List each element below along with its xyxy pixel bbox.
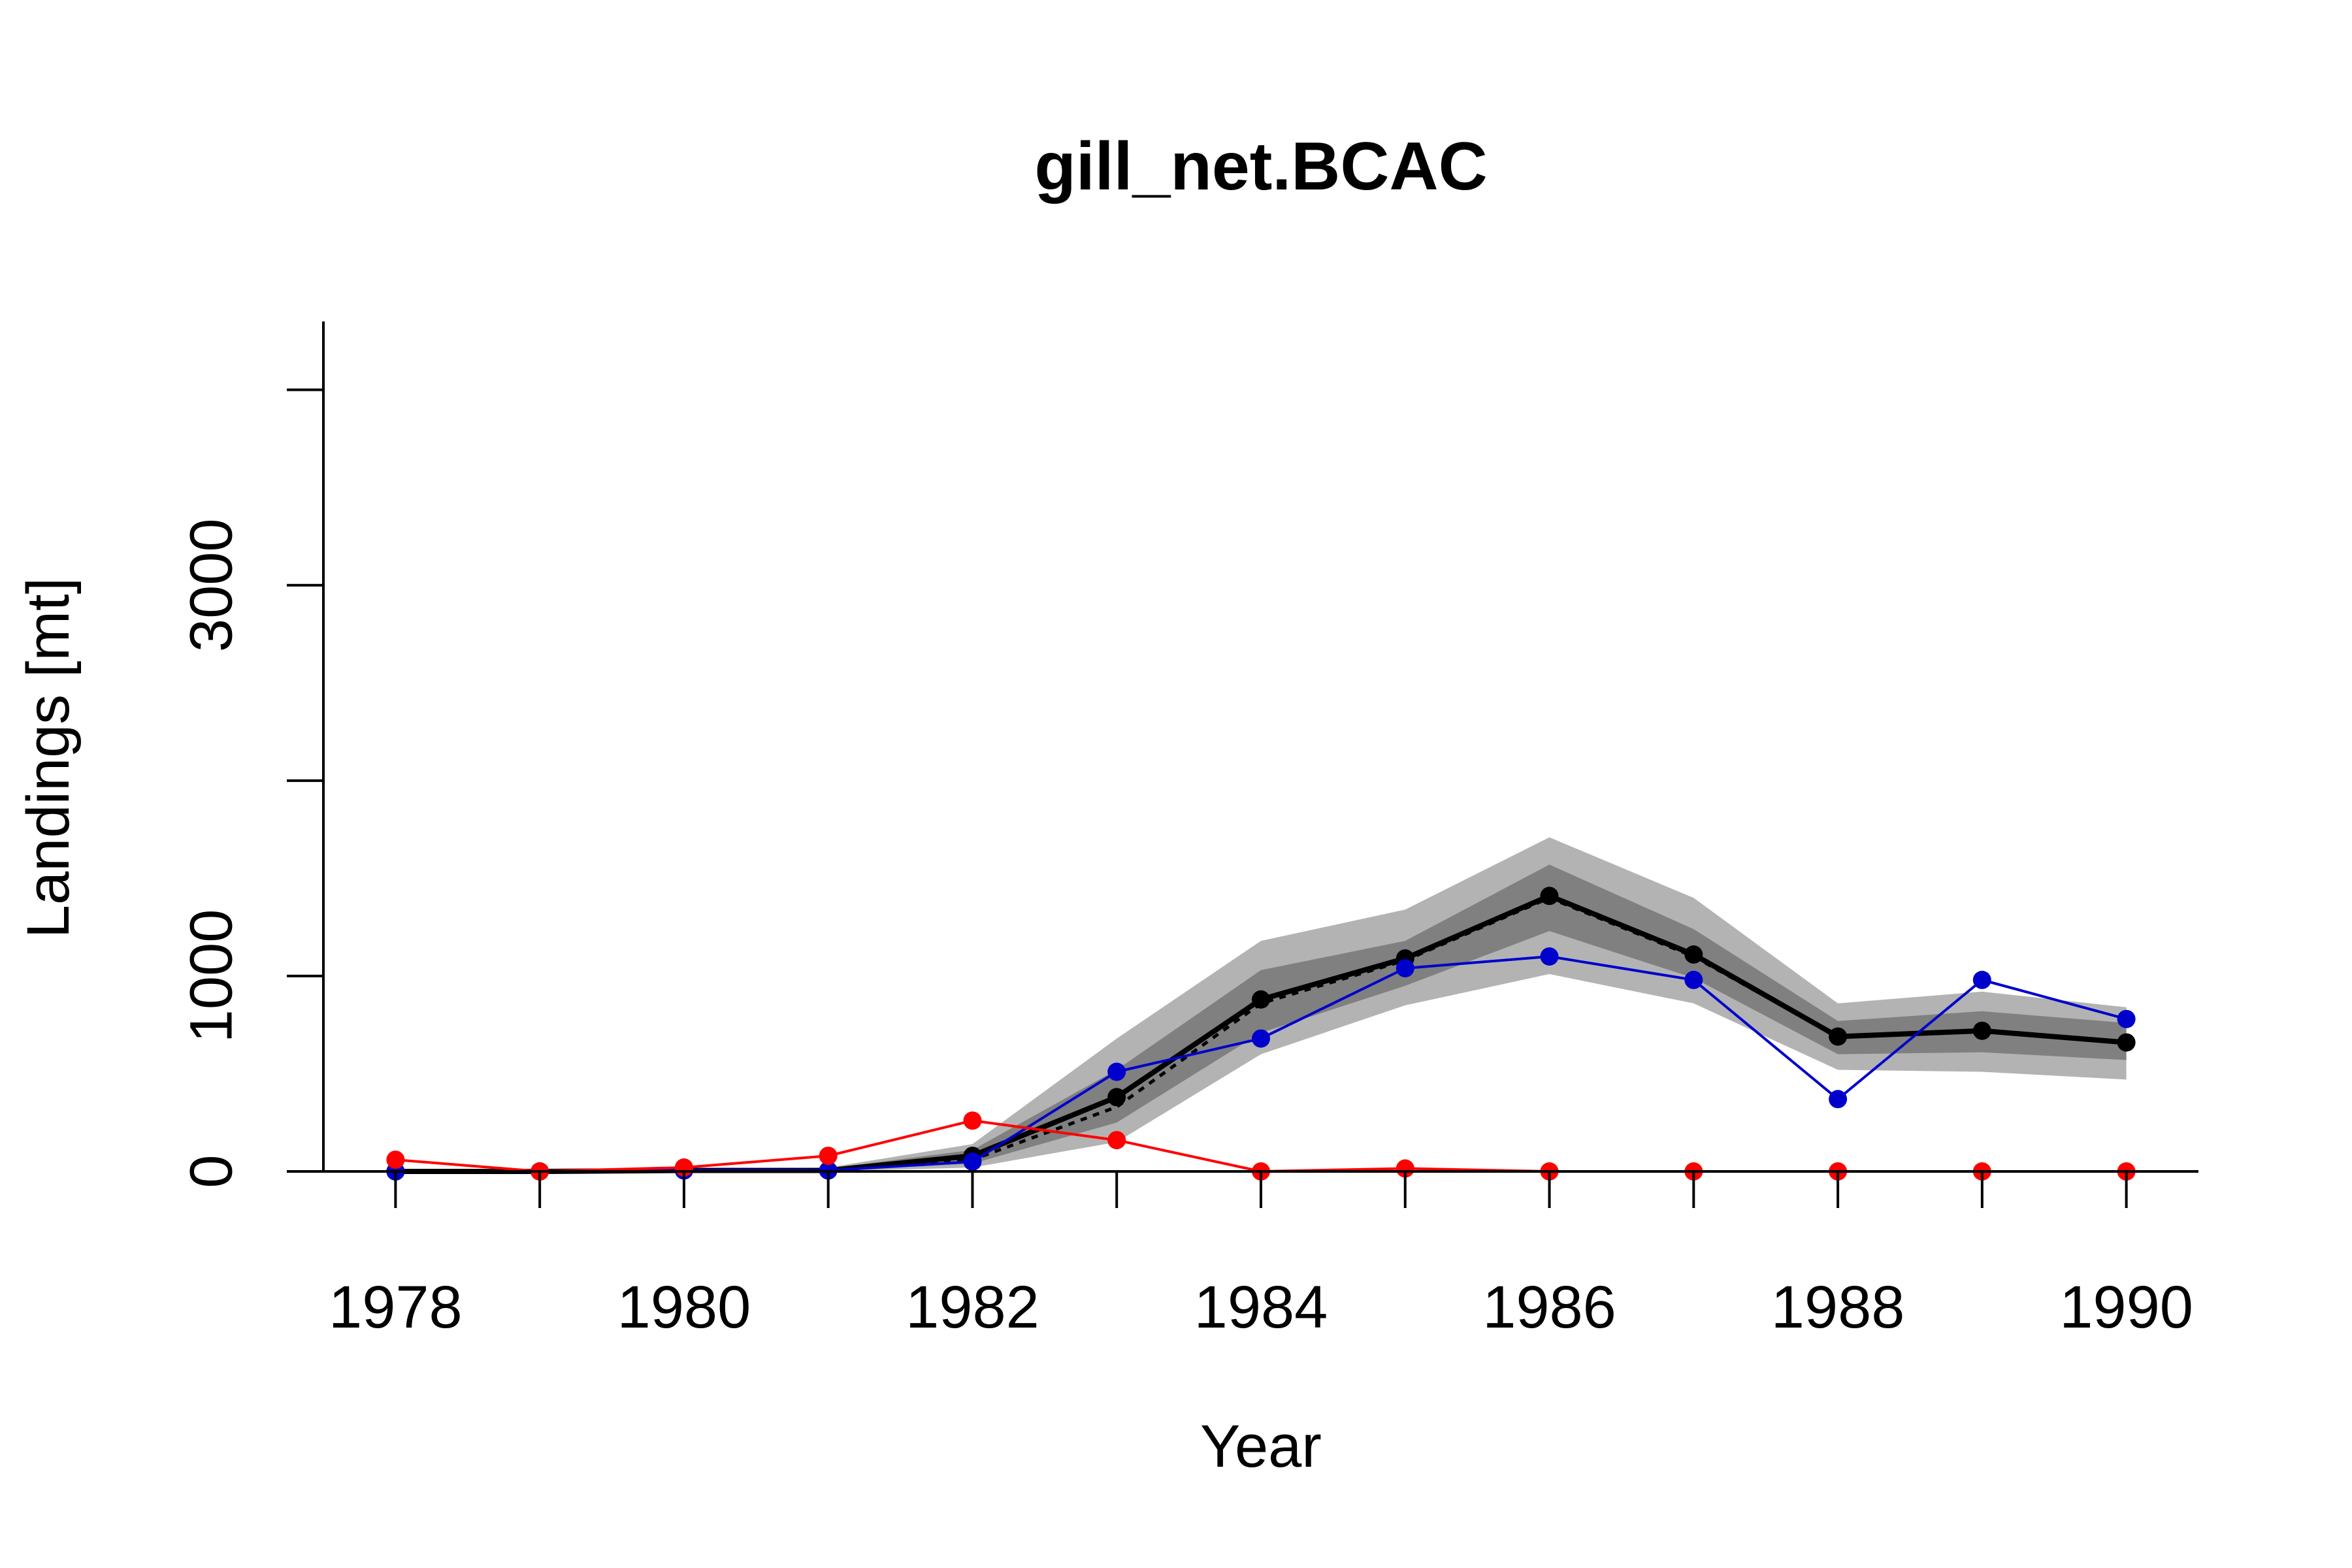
series-red-point (963, 1111, 982, 1130)
series-blue-point (963, 1152, 982, 1171)
series-blue-point (1252, 1029, 1270, 1048)
y-tick-label: 1000 (178, 909, 244, 1043)
x-axis-title: Year (1200, 1413, 1322, 1480)
series-fitted-point (1107, 1088, 1126, 1107)
series-red-point (386, 1151, 405, 1169)
series-fitted-point (1540, 887, 1559, 906)
series-fitted-point (1829, 1027, 1848, 1046)
series-blue-point (1829, 1090, 1848, 1109)
series-red-point (819, 1147, 838, 1166)
y-tick-label: 0 (178, 1154, 244, 1188)
chart-title: gill_net.BCAC (1034, 129, 1487, 204)
series-fitted-point (1252, 990, 1270, 1009)
x-tick-label: 1990 (2059, 1274, 2193, 1341)
x-tick-label: 1984 (1194, 1274, 1328, 1341)
series-blue-point (1540, 947, 1559, 966)
y-axis-title: Landings [mt] (15, 578, 82, 938)
series-fitted-point (1684, 945, 1703, 964)
x-tick-label: 1986 (1482, 1274, 1616, 1341)
x-tick-label: 1980 (617, 1274, 751, 1341)
axes: 0 1000 3000 1978 1980 1982 1984 1986 1988 1990 (178, 321, 2198, 1341)
series-fitted-point (1972, 1021, 1991, 1040)
y-tick-label: 3000 (178, 518, 244, 652)
series-blue-point (1396, 959, 1414, 977)
series-blue-point (2117, 1009, 2136, 1028)
series-blue-point (1684, 970, 1703, 989)
series-red-point (1107, 1131, 1126, 1150)
x-tick-label: 1978 (329, 1274, 463, 1341)
series-blue-point (1107, 1062, 1126, 1081)
series-red-point (1396, 1159, 1414, 1178)
series-fitted-point (2117, 1033, 2136, 1052)
series-blue-point (1972, 970, 1991, 989)
x-tick-label: 1988 (1771, 1274, 1905, 1341)
x-tick-label: 1982 (906, 1274, 1039, 1341)
band-inner (395, 864, 2127, 1171)
